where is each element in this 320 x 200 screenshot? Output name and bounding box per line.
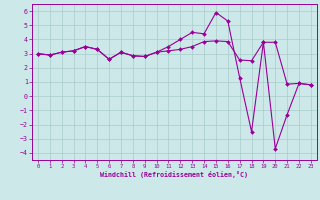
X-axis label: Windchill (Refroidissement éolien,°C): Windchill (Refroidissement éolien,°C) [100, 171, 248, 178]
